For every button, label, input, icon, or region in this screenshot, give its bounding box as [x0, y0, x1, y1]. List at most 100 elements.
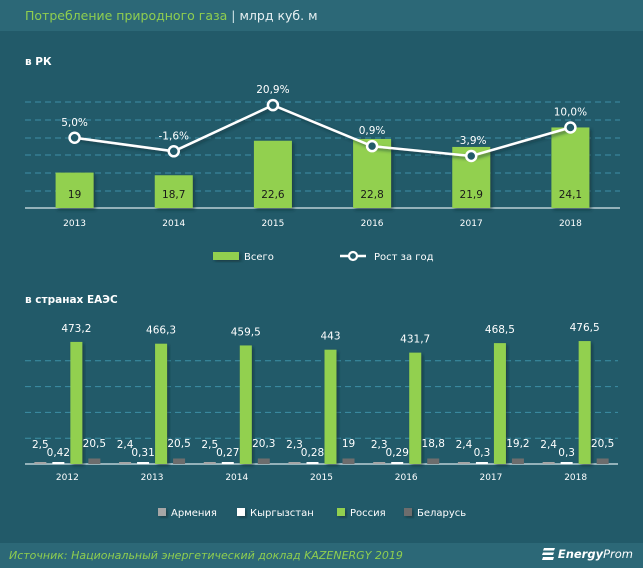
title-text: Потребление природного газа	[25, 8, 228, 23]
growth-label: 20,9%	[256, 84, 289, 96]
eaeu-chart: 2,50,42473,220,520122,40,31466,320,52013…	[25, 322, 618, 519]
bar-armenia	[457, 462, 470, 464]
bar-russia	[578, 341, 591, 464]
bar-russia	[155, 343, 168, 464]
bar-armenia-label: 2,5	[201, 439, 218, 451]
bar-belarus-label: 20,3	[252, 438, 275, 450]
bar-kyrgyzstan	[306, 462, 319, 464]
bar-armenia	[34, 462, 47, 464]
legend-label-armenia: Армения	[171, 508, 217, 519]
bar-russia-label: 459,5	[231, 326, 261, 338]
legend-swatch-russia	[337, 508, 345, 516]
x-tick-label: 2018	[559, 219, 582, 229]
bar-belarus	[427, 458, 440, 464]
bar-total	[55, 172, 94, 208]
x-tick-label: 2013	[63, 219, 86, 229]
legend-marker-growth	[347, 250, 359, 262]
bar-kyrgyzstan	[391, 462, 404, 464]
bar-belarus	[596, 458, 609, 464]
growth-point	[167, 145, 180, 158]
bar-kyrgyzstan-label: 0,3	[558, 447, 575, 459]
bar-belarus	[173, 458, 186, 464]
bar-armenia-label: 2,4	[117, 439, 134, 451]
bar-armenia	[288, 462, 301, 464]
x-tick-label: 2014	[225, 473, 248, 483]
bar-russia-label: 476,5	[570, 322, 600, 334]
bar-armenia-label: 2,4	[540, 439, 557, 451]
bar-kyrgyzstan	[52, 462, 65, 464]
legend-swatch-kyrgyzstan	[237, 508, 245, 516]
bar-belarus	[257, 458, 270, 464]
section-label-eaeu: в странах ЕАЭС	[25, 294, 118, 306]
growth-line	[74, 103, 571, 158]
bar-belarus	[342, 458, 355, 464]
bar-label: 21,9	[460, 189, 483, 201]
growth-point	[266, 98, 280, 112]
legend-label-belarus: Беларусь	[417, 508, 466, 519]
x-tick-label: 2014	[162, 219, 185, 229]
bar-armenia-label: 2,3	[286, 439, 303, 451]
growth-label: -3,9%	[456, 135, 486, 147]
bar-label: 18,7	[162, 189, 185, 201]
bar-kyrgyzstan-label: 0,29	[386, 447, 409, 459]
bar-armenia	[119, 462, 132, 464]
legend-label-growth: Рост за год	[374, 252, 434, 263]
title-unit: млрд куб. м	[239, 8, 318, 23]
kz-chart: 19 2013 18,7 2014 22,6 2015 22,8 2016 21,9 2017 24…	[25, 84, 620, 263]
charts-canvas: 19 2013 18,7 2014 22,6 2015 22,8 2016 21,9 2017 24…	[25, 84, 620, 519]
footer: Источник: Национальный энергетический до…	[0, 543, 643, 568]
bar-belarus-label: 19,2	[506, 438, 529, 450]
bar-kyrgyzstan-label: 0,42	[47, 447, 70, 459]
title-separator: |	[231, 8, 236, 23]
bar-armenia	[542, 462, 555, 464]
bar-russia	[409, 352, 422, 464]
bar-kyrgyzstan-label: 0,3	[474, 447, 491, 459]
bar-label: 24,1	[559, 189, 582, 201]
logo-bold: Energy	[557, 547, 604, 561]
legend-label-russia: Россия	[350, 508, 386, 519]
bar-belarus-label: 18,8	[422, 438, 445, 450]
x-tick-label: 2012	[56, 473, 79, 483]
bar-total	[154, 175, 193, 208]
x-tick-label: 2017	[460, 219, 483, 229]
bar-russia-label: 466,3	[146, 325, 176, 337]
bar-armenia	[203, 462, 216, 464]
x-tick-label: 2017	[479, 473, 502, 483]
page-title: Потребление природного газа | млрд куб. …	[25, 8, 318, 23]
growth-point	[564, 121, 577, 134]
bar-belarus-label: 20,5	[591, 438, 614, 450]
bar-belarus-label: 20,5	[167, 438, 190, 450]
x-tick-label: 2015	[310, 473, 333, 483]
legend-swatch-total	[213, 252, 239, 260]
energyprom-logo: EnergyProm	[541, 547, 633, 561]
bar-armenia	[373, 462, 386, 464]
bar-armenia-label: 2,3	[371, 439, 388, 451]
bar-kyrgyzstan-label: 0,28	[301, 447, 324, 459]
bar-kyrgyzstan	[221, 462, 234, 464]
bar-russia-label: 443	[320, 331, 340, 343]
growth-label: 5,0%	[61, 117, 88, 129]
bar-russia-label: 468,5	[485, 324, 515, 336]
growth-label: -1,6%	[159, 130, 189, 142]
x-tick-label: 2016	[395, 473, 418, 483]
legend-swatch-armenia	[158, 508, 166, 516]
bar-russia-label: 431,7	[400, 334, 430, 346]
bar-label: 22,6	[261, 189, 285, 201]
bar-total	[253, 140, 292, 208]
growth-point	[465, 149, 478, 163]
bar-kyrgyzstan	[137, 462, 150, 464]
logo-rest: Prom	[603, 547, 633, 561]
bar-armenia-label: 2,5	[32, 439, 49, 451]
growth-point	[68, 131, 81, 144]
bar-kyrgyzstan	[560, 462, 573, 464]
bar-russia	[239, 345, 252, 464]
bar-label: 19	[68, 189, 81, 201]
x-tick-label: 2016	[361, 219, 384, 229]
bar-belarus	[88, 458, 101, 464]
growth-label: 10,0%	[554, 107, 587, 119]
bar-russia	[324, 349, 337, 464]
bar-belarus-label: 19	[342, 438, 355, 450]
x-tick-label: 2018	[564, 473, 587, 483]
bar-russia	[70, 341, 83, 464]
legend-label-total: Всего	[244, 252, 274, 263]
